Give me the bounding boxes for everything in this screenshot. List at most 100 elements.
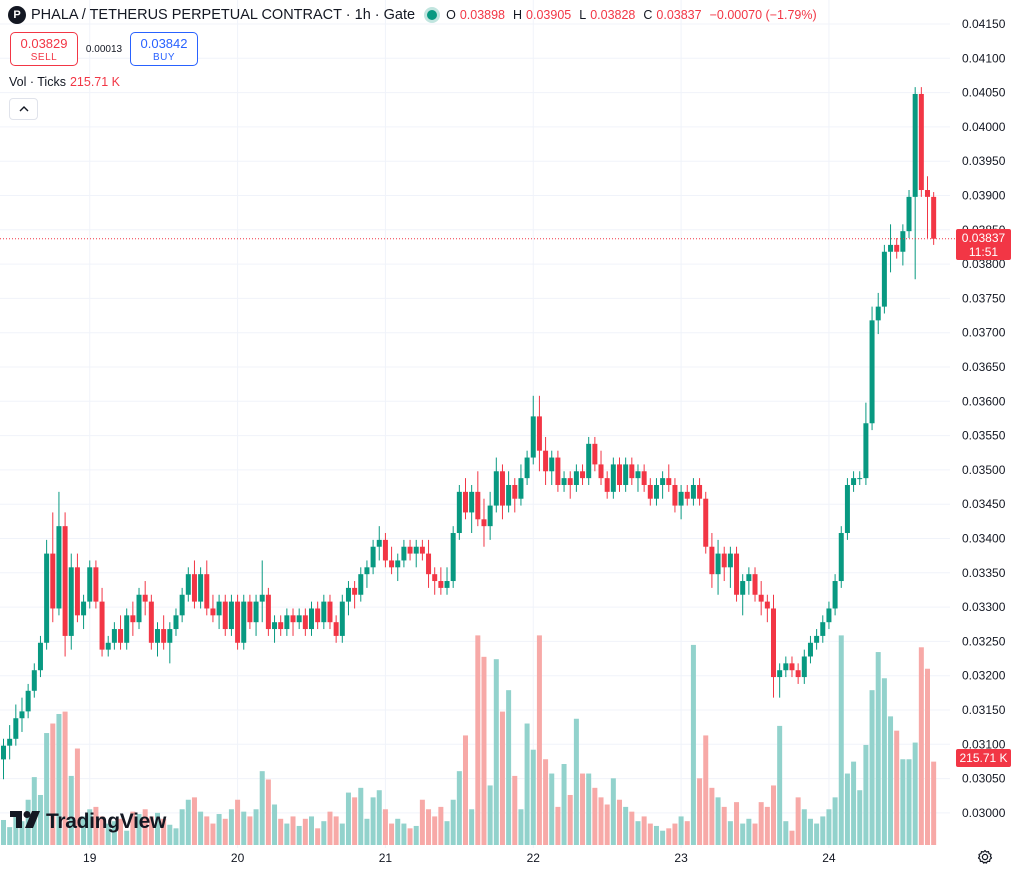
candle-body (469, 491, 475, 513)
collapse-legend-button[interactable] (9, 98, 38, 120)
volume-bar (555, 806, 561, 845)
volume-bar (142, 809, 148, 845)
candle-body (801, 656, 807, 678)
volume-bar (364, 818, 370, 845)
volume-bar (296, 825, 302, 845)
candle-body (869, 320, 875, 424)
volume-bar (413, 825, 419, 845)
volume-bar (499, 711, 505, 845)
time-tick-label: 21 (379, 851, 393, 865)
volume-bar (512, 775, 518, 845)
volume-bar (623, 806, 629, 845)
candle-body (450, 533, 456, 582)
volume-bar (44, 733, 50, 845)
candle-body (475, 491, 481, 520)
volume-bar (111, 821, 117, 845)
candle-body (863, 423, 869, 479)
volume-bar (629, 811, 635, 845)
volume-bar (814, 823, 820, 845)
candle-body (746, 574, 752, 582)
tradingview-logo[interactable]: TradingView (10, 810, 166, 834)
candle-body (364, 567, 370, 575)
volume-bar (62, 711, 68, 845)
volume-bar (820, 816, 826, 845)
volume-bar (7, 827, 13, 845)
candle-body (586, 443, 592, 479)
candle-body (814, 635, 820, 643)
volume-bar (869, 690, 875, 845)
grid (0, 0, 950, 848)
candle-body (167, 629, 173, 643)
symbol-title[interactable]: PHALA / TETHERUS PERPETUAL CONTRACT · 1h… (31, 7, 416, 23)
volume-bar (179, 809, 185, 845)
candle-body (179, 594, 185, 616)
candle-body (81, 601, 87, 616)
close-label: C (643, 8, 653, 22)
candle-body (530, 416, 536, 458)
candle-body (438, 581, 444, 588)
price-tick-label: 0.03300 (962, 600, 1006, 614)
candle-body (235, 601, 241, 643)
candle-body (173, 615, 179, 630)
candle-body (610, 464, 616, 492)
volume-bar (161, 818, 167, 845)
gear-icon[interactable] (976, 848, 994, 866)
candle-body (875, 306, 881, 321)
candle-body (37, 642, 43, 671)
volume-bar (746, 818, 752, 845)
volume-bar (764, 806, 770, 845)
candle-body (259, 594, 265, 602)
volume-bar (653, 825, 659, 845)
volume-bar (617, 799, 622, 845)
candle-body (635, 471, 641, 479)
volume-bar (703, 735, 709, 845)
volume-bar (573, 718, 579, 845)
volume-bar (93, 806, 99, 845)
volume-bar (272, 804, 278, 845)
candle-body (672, 484, 678, 506)
candle-body (111, 629, 117, 643)
volume-bar (204, 816, 210, 845)
candle-body (715, 553, 721, 575)
price-tick-label: 0.03600 (962, 394, 1006, 408)
price-tick-label: 0.04150 (962, 17, 1006, 31)
volume-bar (241, 811, 247, 845)
volume-bar (592, 787, 598, 845)
candle-body (210, 608, 216, 616)
candle-body (524, 457, 530, 479)
candle-body (758, 594, 764, 602)
buy-button[interactable]: 0.03842 BUY (130, 32, 198, 66)
volume-bar (647, 823, 653, 845)
sell-price: 0.03829 (20, 35, 68, 51)
volume-bar (783, 821, 789, 845)
volume-bar (81, 816, 87, 845)
volume-bar (543, 759, 549, 845)
candle-body (216, 601, 222, 616)
candle-body (826, 608, 832, 623)
volume-bar (444, 821, 450, 845)
candle-body (487, 505, 493, 527)
candle-body (1, 745, 6, 760)
spread-value: 0.00013 (85, 43, 123, 55)
candle-body (278, 622, 284, 630)
candle-body (136, 594, 142, 623)
sell-button[interactable]: 0.03829 SELL (10, 32, 78, 66)
volume-bar (136, 814, 142, 845)
candle-body (771, 608, 776, 678)
candle-body (31, 670, 37, 691)
candle-body (161, 629, 167, 643)
candle-body (56, 526, 62, 609)
candle-body (580, 471, 586, 479)
volume-bar (690, 644, 696, 845)
candle-body (19, 711, 25, 719)
volume-bar (481, 656, 487, 845)
volume-bar (641, 816, 647, 845)
volume-bar (580, 773, 586, 845)
volume-legend[interactable]: Vol · Ticks 215.71 K (9, 75, 120, 89)
candle-body (617, 464, 622, 485)
volume-bar (678, 816, 684, 845)
candle-body (573, 471, 579, 485)
candle-body (684, 491, 690, 499)
volume-bar (438, 806, 444, 845)
